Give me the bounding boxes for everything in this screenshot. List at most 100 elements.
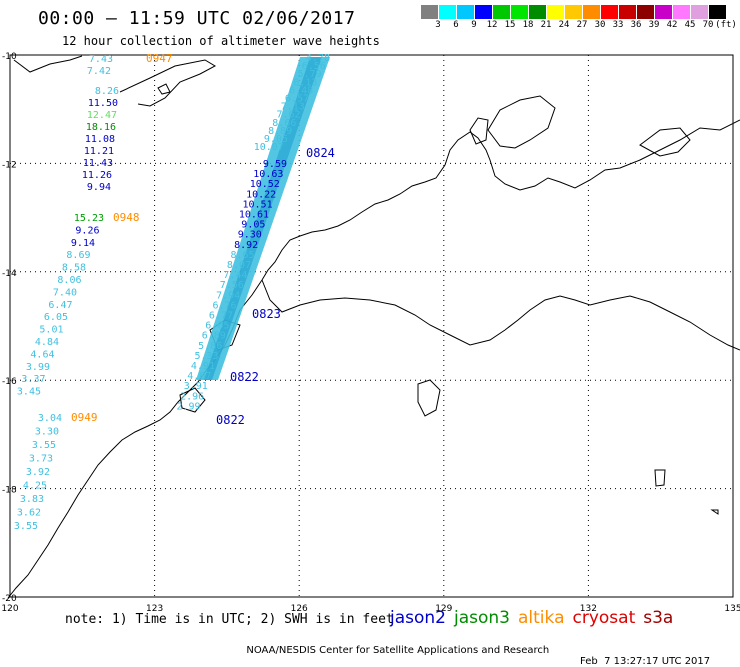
wave-height-value: 3.99 xyxy=(26,362,50,373)
footer-credit: NOAA/NESDIS Center for Satellite Applica… xyxy=(240,634,710,667)
island-east xyxy=(654,469,666,487)
wave-height-value: 3.55 xyxy=(14,521,38,532)
wave-height-value: 7.43 xyxy=(89,54,113,65)
legend-swatches xyxy=(421,5,740,19)
pass-time-label: 0822 xyxy=(230,370,259,384)
legend-swatch xyxy=(511,5,529,19)
island-bathurst xyxy=(469,117,489,145)
wave-height-value: 11.08 xyxy=(85,134,115,145)
legend-label: 39 xyxy=(648,20,660,30)
wave-height-value: 3.04 xyxy=(38,413,62,424)
wave-height-value: 8.92 xyxy=(234,240,258,251)
legend-swatch xyxy=(601,5,619,19)
island-kimberley-1 xyxy=(179,387,206,413)
legend-label: (ft) xyxy=(715,20,737,30)
wave-height-value: 8.65 xyxy=(231,250,255,261)
legend-swatch xyxy=(529,5,547,19)
legend-swatch xyxy=(547,5,565,19)
island-small-1 xyxy=(157,83,171,95)
wave-height-value: 6.57 xyxy=(285,94,309,105)
wave-height-value: 6.05 xyxy=(205,321,229,332)
legend-swatch xyxy=(637,5,655,19)
lat-tick-label: -12 xyxy=(2,160,17,170)
legend-swatch xyxy=(493,5,511,19)
lon-tick-label: 123 xyxy=(146,604,163,614)
wave-height-value: 9.26 xyxy=(75,225,99,236)
coastline xyxy=(7,55,740,599)
wave-height-value: 10.52 xyxy=(250,179,280,190)
wave-height-value: 3.30 xyxy=(35,427,59,438)
wave-height-value: 5.01 xyxy=(39,325,63,336)
wave-height-value: 6.48 xyxy=(289,85,313,96)
legend-swatch xyxy=(565,5,583,19)
altimeter-passes: 7.437.428.2611.5012.4718.1611.0811.2111.… xyxy=(14,52,335,532)
lat-tick-label: -20 xyxy=(2,594,17,604)
map-subtitle: 12 hour collection of altimeter wave hei… xyxy=(62,34,380,48)
map-frame xyxy=(9,54,734,598)
jason2-track xyxy=(196,57,330,380)
island-groote xyxy=(639,127,691,157)
wave-height-value: 9.30 xyxy=(238,230,262,241)
footer-timestamp: Feb 7 13:27:17 UTC 2017 xyxy=(580,656,711,667)
wave-height-value: 4.64 xyxy=(30,349,54,360)
wave-height-value: 3.83 xyxy=(20,494,44,505)
legend-label: 3 xyxy=(435,20,441,30)
legend-label: 45 xyxy=(684,20,696,30)
wave-height-value: 5.79 xyxy=(298,69,322,80)
wave-height-value: 7.94 xyxy=(216,290,240,301)
wave-height-value: 11.26 xyxy=(82,170,112,181)
wave-height-value: 4.91 xyxy=(191,361,215,372)
pass-time-label: 0823 xyxy=(252,307,281,321)
wave-height-value: 3.55 xyxy=(32,440,56,451)
wave-height-value: 10.07 xyxy=(254,142,284,153)
pass-time-label: 0949 xyxy=(71,411,98,424)
coast-arnhem xyxy=(261,119,740,281)
wave-height-value: 9.05 xyxy=(241,220,265,231)
wave-height-value: 9.14 xyxy=(71,238,95,249)
wave-height-value: 8.07 xyxy=(227,260,251,271)
island-timor xyxy=(119,59,217,107)
wave-height-value: 5.86 xyxy=(198,341,222,352)
legend-label: 18 xyxy=(522,20,534,30)
wave-height-value: 3.62 xyxy=(17,508,41,519)
color-legend: 3 6 9 12 15 18 21 24 27 30 33 36 39 42 45 70 (ft) xyxy=(421,5,740,31)
wave-height-value: 11.43 xyxy=(83,158,113,169)
lat-tick-label: -18 xyxy=(2,486,17,496)
legend-labels: 3 6 9 12 15 18 21 24 27 30 33 36 39 42 45 70 (ft) xyxy=(421,19,740,31)
wave-height-value: 4.25 xyxy=(23,481,47,492)
longitude-labels: 120 123 126 129 132 135 xyxy=(1,604,740,614)
legend-label: 42 xyxy=(666,20,678,30)
pass-time-label: 0822 xyxy=(216,413,245,427)
latitude-labels: -10 -12 -14 -16 -18 -20 xyxy=(2,52,17,604)
satellite-cryosat: cryosat xyxy=(572,608,636,628)
wave-height-value: 3.73 xyxy=(29,454,53,465)
legend-swatch xyxy=(655,5,673,19)
wave-height-value: 9.94 xyxy=(87,182,111,193)
legend-swatch xyxy=(691,5,709,19)
wave-height-value: 7.40 xyxy=(53,287,77,298)
wave-height-value: 10.22 xyxy=(246,189,276,200)
island-top-left xyxy=(13,55,83,73)
wave-height-value: 3.91 xyxy=(184,381,208,392)
wave-height-value: 5.33 xyxy=(195,351,219,362)
wave-height-value: 10.51 xyxy=(242,199,272,210)
wave-height-value: 11.50 xyxy=(88,98,118,109)
wave-height-value: 9.59 xyxy=(263,159,287,170)
wave-height-value: 7.13 xyxy=(281,102,305,113)
legend-label: 24 xyxy=(558,20,570,30)
wave-height-value: 7.44 xyxy=(223,270,247,281)
wave-height-value: 8.26 xyxy=(95,86,119,97)
wave-height-value: 3.45 xyxy=(17,387,41,398)
legend-swatch xyxy=(475,5,493,19)
legend-label: 12 xyxy=(486,20,498,30)
legend-swatch xyxy=(673,5,691,19)
legend-label: 27 xyxy=(576,20,588,30)
wave-height-value: 9.05 xyxy=(264,134,288,145)
lat-tick-label: -14 xyxy=(2,269,17,279)
wave-height-value: 8.89 xyxy=(268,126,292,137)
graticule xyxy=(9,54,734,598)
satellite-legend: jason2 jason3 altika cryosat s3a xyxy=(390,608,681,628)
lon-tick-label: 132 xyxy=(580,604,597,614)
wave-height-value: 8.66 xyxy=(272,118,296,129)
legend-label: 21 xyxy=(540,20,552,30)
